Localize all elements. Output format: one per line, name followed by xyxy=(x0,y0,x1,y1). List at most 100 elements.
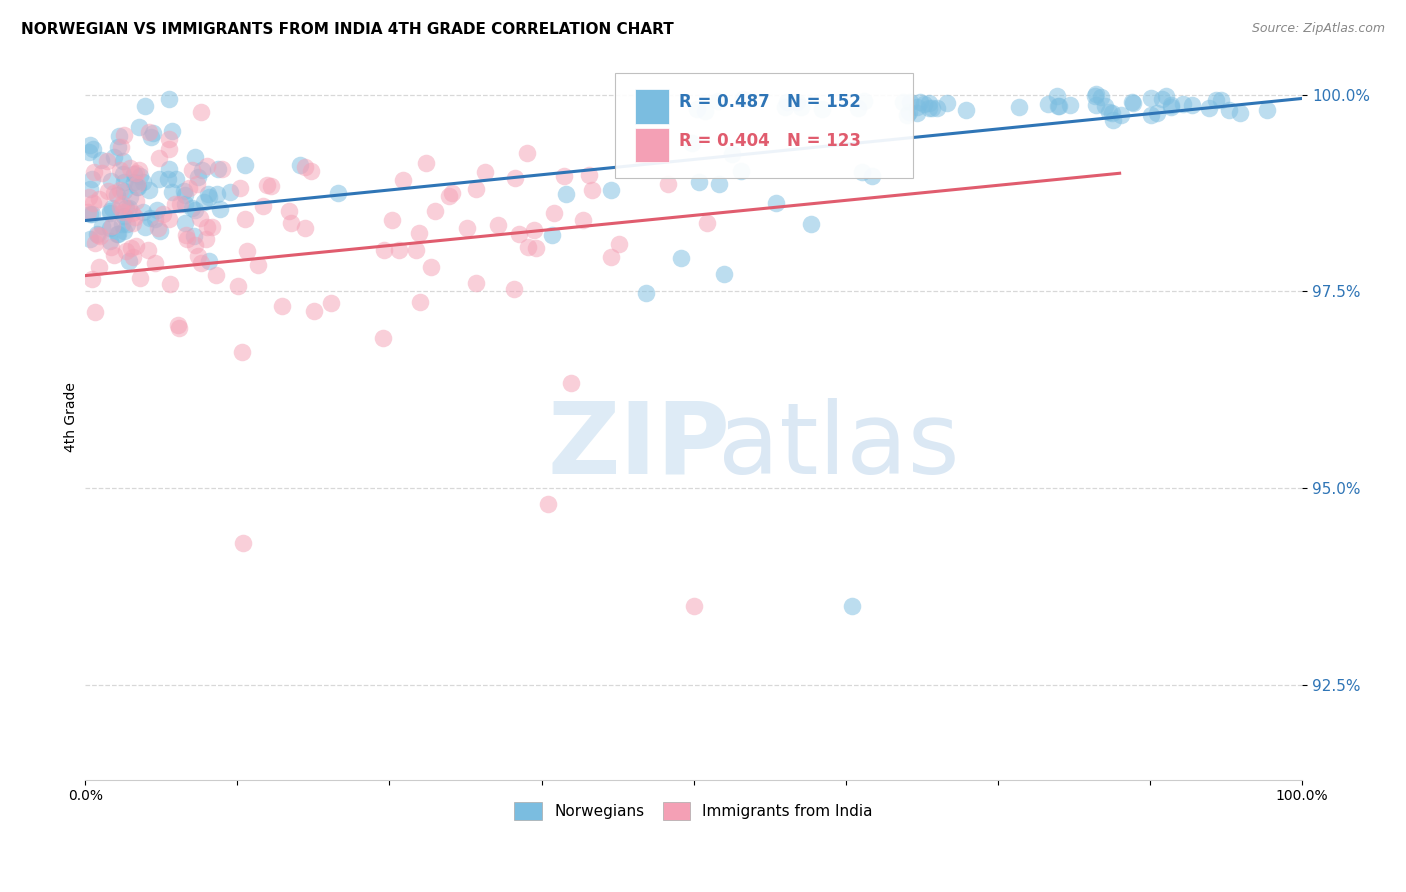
Point xyxy=(103,150,125,164)
Point xyxy=(98,234,121,248)
Point xyxy=(921,101,943,115)
Point xyxy=(1160,100,1182,114)
Point xyxy=(163,197,186,211)
Point xyxy=(391,173,413,187)
Point xyxy=(89,192,111,206)
Point xyxy=(1140,108,1163,122)
Point xyxy=(128,270,150,285)
Point xyxy=(100,206,122,220)
Point xyxy=(219,185,242,199)
Point xyxy=(709,178,731,192)
Point xyxy=(299,164,322,178)
Point xyxy=(148,220,170,235)
Bar xyxy=(636,89,669,124)
Text: R = 0.487   N = 152: R = 0.487 N = 152 xyxy=(679,93,860,111)
Point xyxy=(180,163,202,178)
Point xyxy=(688,175,710,189)
Point xyxy=(439,189,461,203)
Point xyxy=(122,216,145,230)
Point xyxy=(955,103,977,117)
Point xyxy=(124,194,146,208)
Point xyxy=(388,243,411,257)
Point xyxy=(103,186,125,200)
Point xyxy=(226,279,249,293)
Point xyxy=(125,239,148,253)
Point xyxy=(103,248,125,262)
Point xyxy=(896,108,918,122)
Point xyxy=(252,199,274,213)
Point xyxy=(101,219,124,234)
Point xyxy=(1146,105,1168,120)
Point xyxy=(157,92,180,106)
Point xyxy=(321,296,343,310)
Point xyxy=(205,268,228,282)
Point xyxy=(193,195,215,210)
Point xyxy=(112,175,135,189)
Point xyxy=(536,497,558,511)
Point xyxy=(190,104,212,119)
Point xyxy=(1171,97,1194,112)
Point xyxy=(405,243,427,257)
Point xyxy=(162,185,184,199)
Point xyxy=(98,203,121,218)
Point xyxy=(1059,98,1081,112)
Point xyxy=(138,183,160,197)
Point xyxy=(152,207,174,221)
Point xyxy=(128,163,150,178)
Point xyxy=(79,232,101,246)
Point xyxy=(132,205,155,219)
Point xyxy=(77,205,100,219)
Point xyxy=(607,236,630,251)
Point xyxy=(134,219,156,234)
Point xyxy=(695,104,717,119)
Point xyxy=(110,140,132,154)
Point xyxy=(118,254,141,268)
Point xyxy=(373,243,395,257)
Point xyxy=(786,95,808,109)
Point xyxy=(77,190,100,204)
Point xyxy=(229,181,252,195)
Point xyxy=(159,132,181,146)
Point xyxy=(183,229,205,244)
Point xyxy=(516,146,538,161)
Text: ZIP: ZIP xyxy=(547,398,731,495)
Point xyxy=(776,95,799,109)
Point xyxy=(79,138,101,153)
Point xyxy=(571,213,593,227)
Point xyxy=(157,171,180,186)
Point xyxy=(423,204,446,219)
Point xyxy=(440,186,463,201)
Point xyxy=(148,172,170,186)
Point xyxy=(112,209,135,223)
Point xyxy=(1256,103,1278,117)
Point xyxy=(91,166,114,180)
Point xyxy=(112,225,135,239)
Point xyxy=(1094,99,1116,113)
Point xyxy=(236,244,259,259)
Point xyxy=(543,205,565,219)
Point xyxy=(195,232,218,246)
Point xyxy=(122,167,145,181)
Point xyxy=(127,179,149,194)
Point xyxy=(87,227,110,242)
Point xyxy=(657,177,679,191)
Point xyxy=(270,299,292,313)
Point xyxy=(146,202,169,217)
Point xyxy=(120,241,142,255)
Point xyxy=(800,217,823,231)
Point xyxy=(122,250,145,264)
Point xyxy=(1047,98,1070,112)
Point xyxy=(167,321,190,335)
Point xyxy=(115,244,138,259)
Point xyxy=(110,183,132,197)
Point xyxy=(197,219,219,234)
Point xyxy=(634,285,657,300)
Point xyxy=(560,376,582,391)
Point xyxy=(1101,106,1123,120)
Point xyxy=(1218,103,1240,117)
Point xyxy=(713,268,735,282)
Point xyxy=(83,236,105,251)
Point xyxy=(682,599,704,614)
Point xyxy=(1102,113,1125,128)
Point xyxy=(505,170,527,185)
